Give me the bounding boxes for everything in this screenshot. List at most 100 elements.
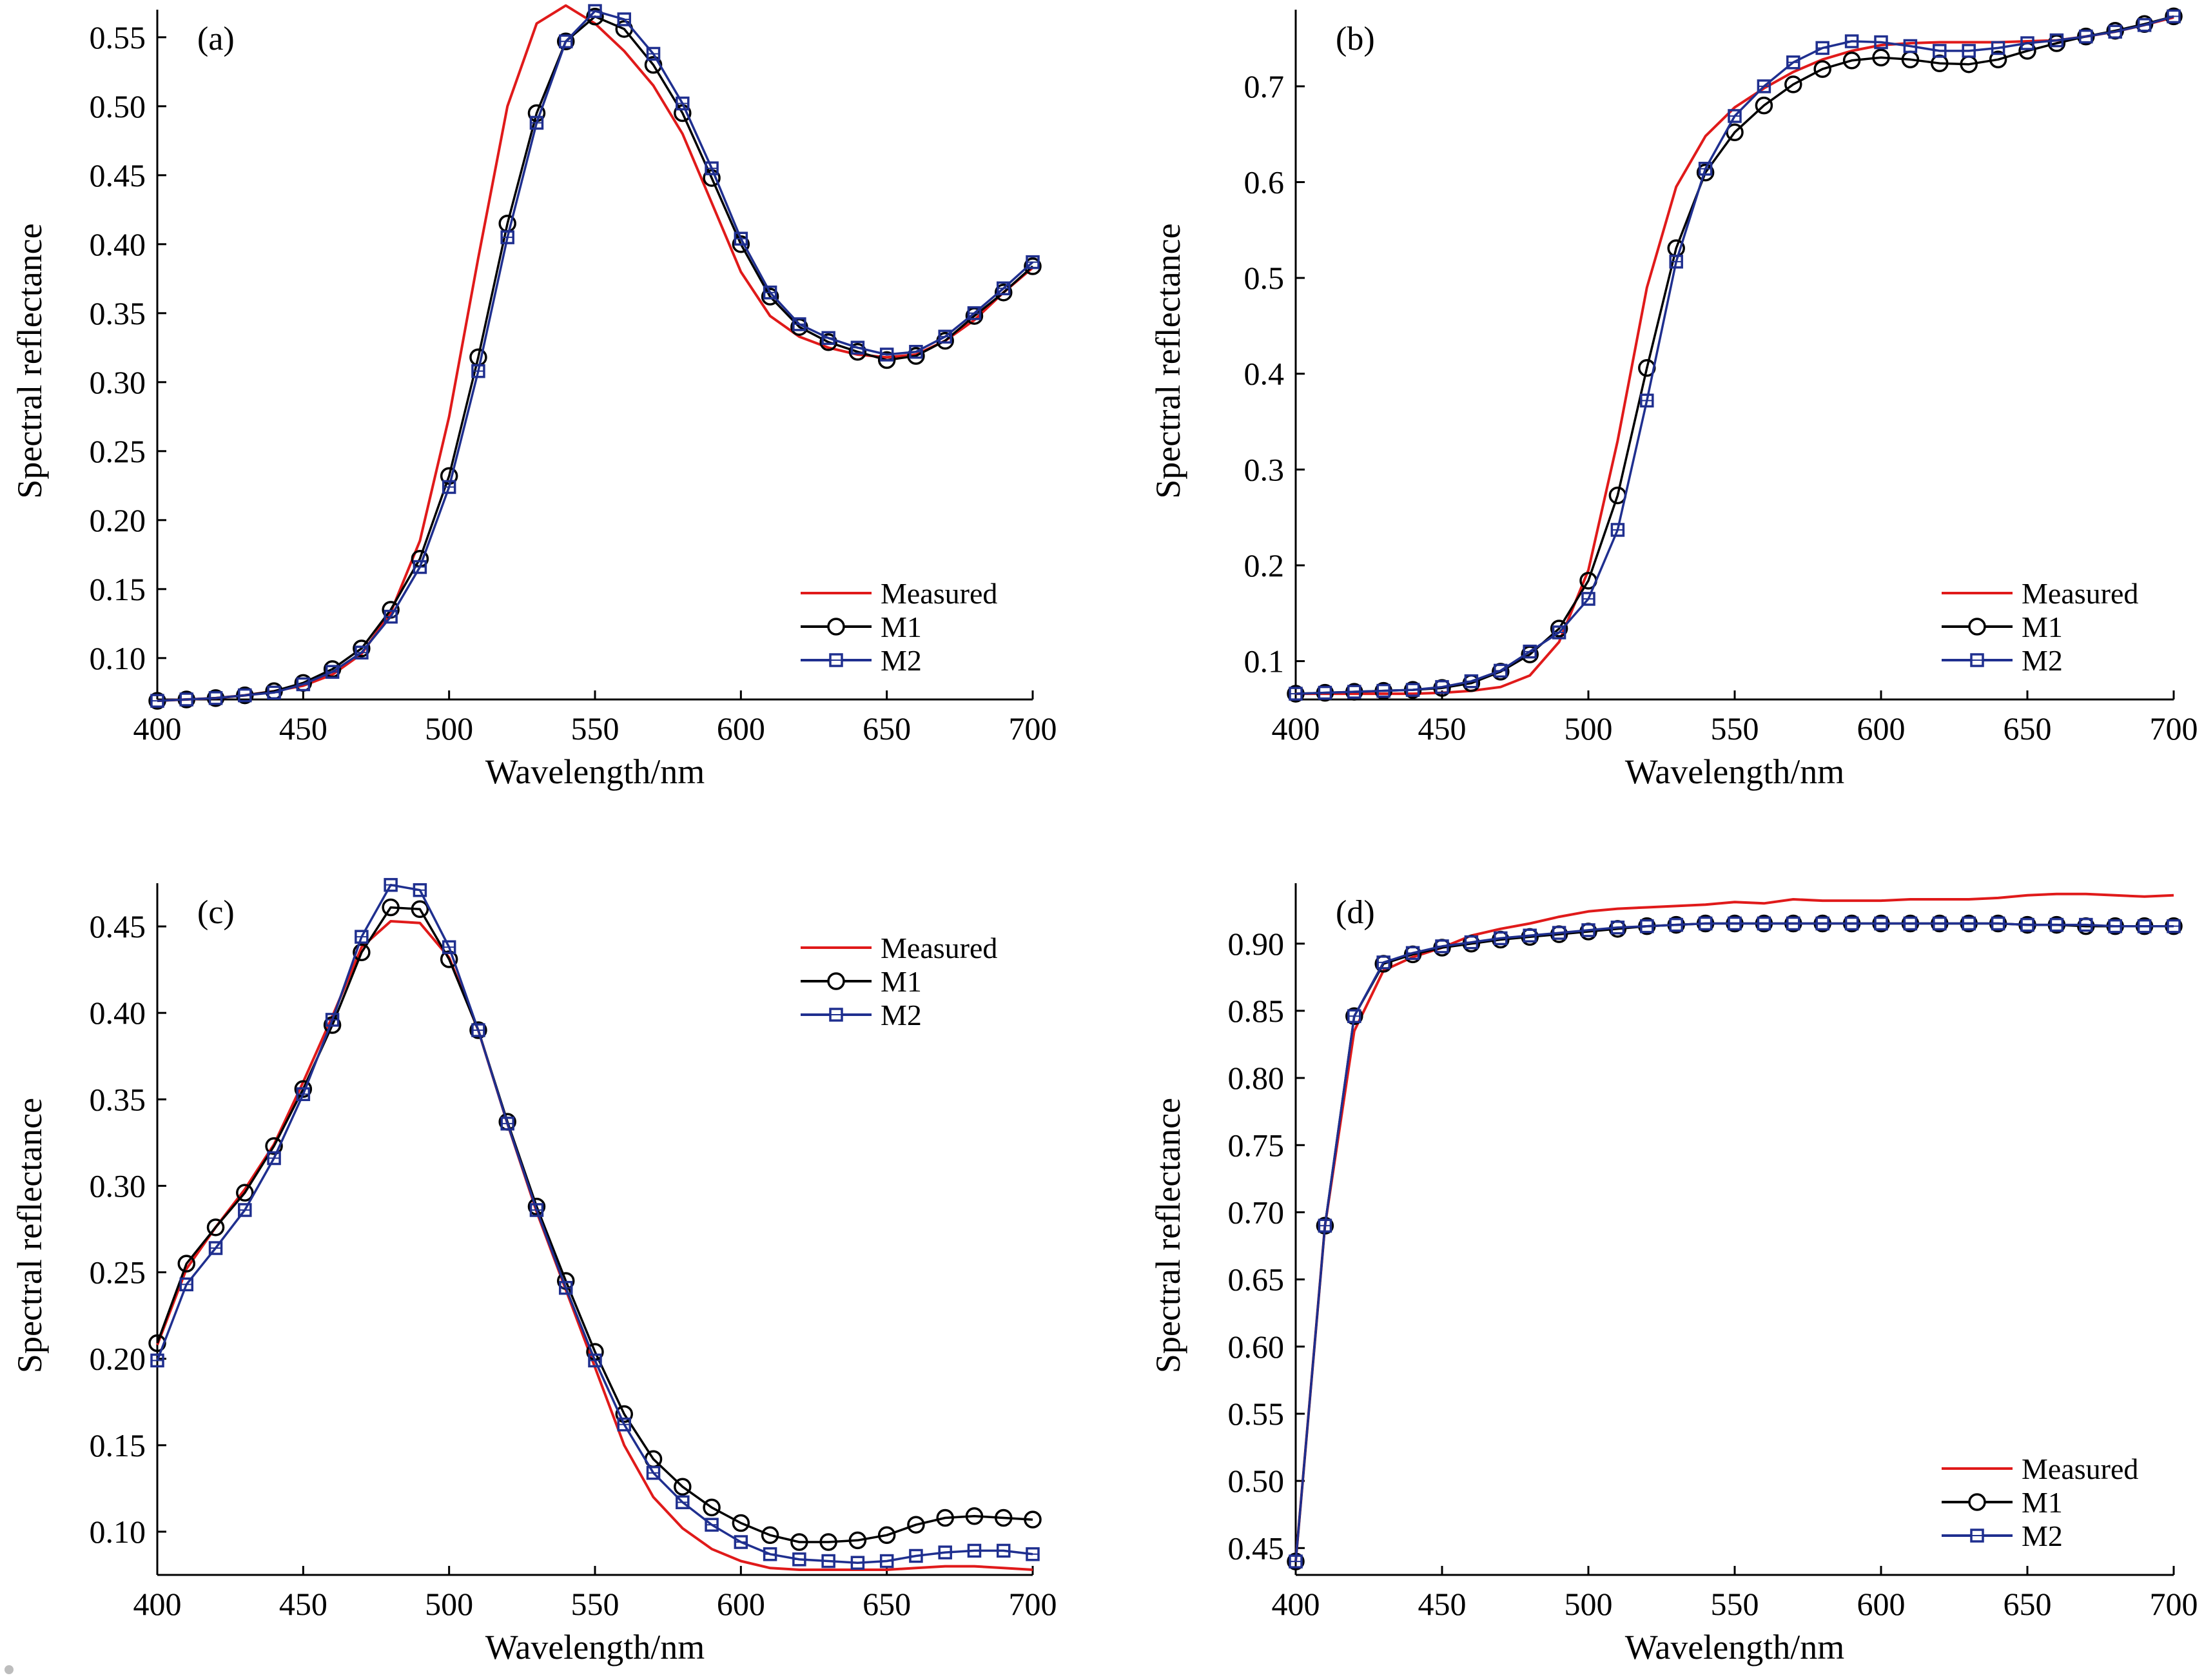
x-tick-label: 700 xyxy=(1009,1586,1057,1622)
x-axis-title: Wavelength/nm xyxy=(485,1628,705,1666)
data-point-m1 xyxy=(236,1184,254,1202)
x-tick-label: 700 xyxy=(1009,710,1057,747)
data-point-m1 xyxy=(382,898,400,917)
x-tick-label: 500 xyxy=(425,1586,473,1622)
x-tick-label: 550 xyxy=(1711,1586,1759,1622)
legend-label-m2: M2 xyxy=(2022,1519,2063,1552)
data-point-m1 xyxy=(848,342,867,361)
data-point-m1 xyxy=(907,347,925,365)
y-tick-label: 0.40 xyxy=(90,995,146,1031)
y-tick-label: 0.30 xyxy=(90,364,146,400)
x-tick-label: 650 xyxy=(2004,1586,2052,1622)
y-tick-label: 0.45 xyxy=(1228,1530,1285,1566)
panel-label: (d) xyxy=(1336,894,1375,931)
data-point-m1 xyxy=(877,351,896,369)
x-axis-title: Wavelength/nm xyxy=(1625,1628,1845,1666)
x-tick-label: 450 xyxy=(1418,1586,1467,1622)
y-tick-label: 0.70 xyxy=(1228,1194,1285,1230)
legend-label-measured: Measured xyxy=(881,932,997,964)
data-point-m1 xyxy=(586,7,604,26)
data-point-m1 xyxy=(732,1514,750,1532)
y-axis-title: Spectral reflectance xyxy=(1149,223,1187,498)
y-tick-label: 0.65 xyxy=(1228,1262,1285,1298)
y-tick-label: 0.15 xyxy=(90,571,146,607)
data-point-m1 xyxy=(1813,60,1831,78)
y-tick-label: 0.85 xyxy=(1228,993,1285,1029)
y-tick-label: 0.30 xyxy=(90,1167,146,1204)
y-tick-label: 0.10 xyxy=(90,1514,146,1550)
y-tick-label: 0.10 xyxy=(90,640,146,676)
y-tick-label: 0.20 xyxy=(90,502,146,538)
y-tick-label: 0.90 xyxy=(1228,926,1285,962)
y-tick-label: 0.80 xyxy=(1228,1060,1285,1096)
data-point-m1 xyxy=(1842,52,1861,70)
data-point-m1 xyxy=(965,1507,984,1525)
data-point-m1 xyxy=(907,1516,925,1534)
y-tick-label: 0.7 xyxy=(1244,68,1285,104)
data-point-m1 xyxy=(761,1526,779,1545)
data-point-m1 xyxy=(469,1021,487,1039)
corner-dot xyxy=(5,1665,14,1674)
chart-panel-d: 400 450 500 550 600 650 700 0.45 0.50 0.55 0.60 0.6… xyxy=(1149,883,2198,1666)
x-axis-title: Wavelength/nm xyxy=(1625,752,1845,791)
x-tick-label: 700 xyxy=(2150,710,2198,747)
y-tick-label: 0.40 xyxy=(90,226,146,262)
data-point-m1 xyxy=(177,1255,196,1273)
y-tick-label: 0.35 xyxy=(90,295,146,331)
data-point-m1 xyxy=(265,1137,283,1155)
legend-label-measured: Measured xyxy=(881,577,997,610)
data-point-m1 xyxy=(1989,50,2007,69)
data-point-m1 xyxy=(1872,48,1890,67)
data-point-m1 xyxy=(761,288,779,306)
data-point-m1 xyxy=(703,1498,721,1517)
y-tick-label: 0.55 xyxy=(1228,1396,1285,1432)
legend-label-measured: Measured xyxy=(2022,1452,2138,1485)
y-tick-label: 0.60 xyxy=(1228,1329,1285,1365)
y-tick-label: 0.35 xyxy=(90,1081,146,1117)
x-tick-label: 600 xyxy=(1857,710,1906,747)
data-point-m1 xyxy=(353,640,371,658)
legend-label-m1: M1 xyxy=(881,965,922,998)
legend-label-m1: M1 xyxy=(2022,610,2063,643)
y-tick-label: 0.5 xyxy=(1244,260,1285,296)
legend-label-m1: M1 xyxy=(2022,1486,2063,1519)
data-point-m1 xyxy=(1696,163,1715,182)
legend-label-m1: M1 xyxy=(881,610,922,643)
x-tick-label: 400 xyxy=(1272,1586,1320,1622)
legend-marker-m1 xyxy=(827,972,845,990)
data-point-m1 xyxy=(877,1526,896,1545)
x-axis-title: Wavelength/nm xyxy=(485,752,705,791)
data-point-m1 xyxy=(848,1531,867,1550)
y-tick-label: 0.55 xyxy=(90,19,146,55)
x-tick-label: 450 xyxy=(279,710,327,747)
data-point-m1 xyxy=(206,1218,225,1236)
data-point-m1 xyxy=(1726,123,1744,141)
legend-marker-m1 xyxy=(1968,1493,1986,1511)
panel-label: (b) xyxy=(1336,21,1375,57)
chart-panel-a: 400 450 500 550 600 650 700 0.10 0.15 0.20 0.25 0.3… xyxy=(10,4,1057,791)
data-point-m1 xyxy=(1755,96,1773,115)
x-tick-label: 500 xyxy=(425,710,473,747)
y-tick-label: 0.20 xyxy=(90,1341,146,1377)
y-tick-label: 0.75 xyxy=(1228,1127,1285,1163)
y-tick-label: 0.45 xyxy=(90,908,146,944)
x-tick-label: 550 xyxy=(571,710,619,747)
y-axis-title: Spectral reflectance xyxy=(10,223,49,498)
x-tick-label: 650 xyxy=(863,710,911,747)
data-point-m1 xyxy=(556,32,575,50)
x-tick-label: 400 xyxy=(133,1586,182,1622)
y-tick-label: 0.25 xyxy=(90,1255,146,1291)
y-tick-label: 0.45 xyxy=(90,157,146,193)
data-point-m1 xyxy=(527,1197,546,1216)
y-tick-label: 0.2 xyxy=(1244,547,1285,583)
x-tick-label: 500 xyxy=(1565,1586,1613,1622)
y-tick-label: 0.1 xyxy=(1244,643,1285,679)
data-point-m1 xyxy=(1024,257,1042,275)
y-axis-title: Spectral reflectance xyxy=(1149,1098,1187,1373)
x-tick-label: 600 xyxy=(717,710,765,747)
x-tick-label: 550 xyxy=(571,1586,619,1622)
x-tick-label: 450 xyxy=(1418,710,1467,747)
legend-label-m2: M2 xyxy=(2022,644,2063,677)
data-point-m1 xyxy=(411,900,429,918)
y-tick-label: 0.3 xyxy=(1244,451,1285,487)
